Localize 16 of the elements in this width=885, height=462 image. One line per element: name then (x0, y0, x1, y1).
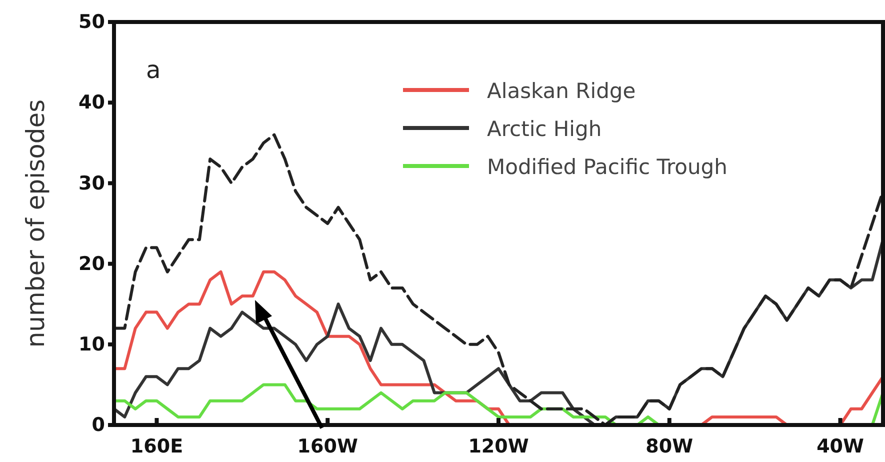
y-tick-label: 20 (78, 252, 105, 275)
y-tick-label: 0 (92, 414, 105, 436)
y-tick-label: 30 (78, 172, 105, 194)
y-tick-label: 40 (78, 92, 105, 114)
legend-label: Alaskan Ridge (487, 79, 636, 103)
y-axis-title: number of episodes (21, 99, 50, 348)
legend-label: Modified Pacific Trough (487, 155, 728, 179)
x-tick-label: 80W (646, 435, 694, 458)
x-tick-label: 120W (468, 435, 529, 458)
legend-label: Arctic High (487, 117, 602, 141)
y-tick-label: 50 (78, 11, 105, 34)
x-tick-label: 160E (130, 435, 184, 458)
annotation: a (146, 56, 161, 84)
y-tick-label: 10 (78, 333, 105, 356)
x-tick-label: 160W (297, 435, 358, 458)
x-tick-label: 40W (816, 435, 864, 458)
